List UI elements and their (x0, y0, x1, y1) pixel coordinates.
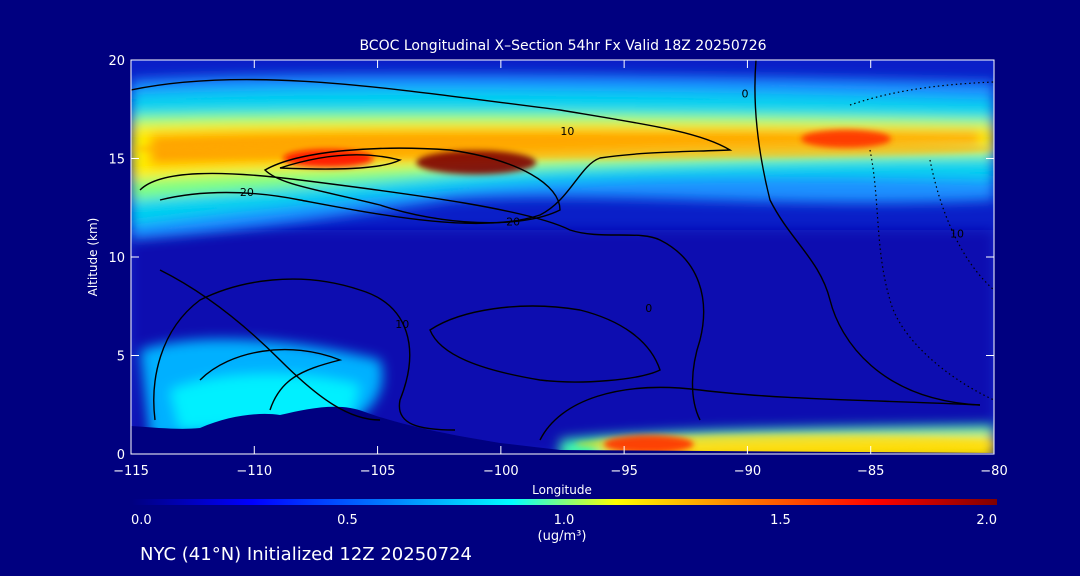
x-tick-label-0: −115 (113, 464, 149, 479)
concentration-maxima (131, 129, 994, 454)
footer-caption: NYC (41°N) Initialized 12Z 20250724 (140, 544, 472, 565)
contour-label-6: 10 (950, 227, 964, 240)
colorbar-tick-label-3: 1.5 (770, 513, 791, 528)
x-tick-label-4: −95 (610, 464, 637, 479)
colorbar-tick-label-0: 0.0 (131, 513, 152, 528)
chart-title: BCOC Longitudinal X–Section 54hr Fx Vali… (359, 38, 766, 54)
y-axis-label: Altitude (km) (86, 218, 100, 297)
colorbar-units: (ug/m³) (538, 529, 587, 544)
concentration-feature-1 (416, 150, 537, 175)
contour-label-3: 0 (741, 87, 748, 100)
contour-label-0: 10 (560, 125, 574, 138)
concentration-feature-2 (283, 149, 374, 168)
x-tick-label-5: −90 (734, 464, 761, 479)
colorbar (131, 499, 997, 505)
x-axis: −115 −110 −105 −100 −95 −90 −85 −80 (113, 60, 1008, 479)
colorbar-tick-label-2: 1.0 (554, 513, 575, 528)
y-tick-label-3: 15 (108, 153, 125, 168)
y-tick-label-0: 0 (117, 448, 125, 463)
contour-lines (131, 60, 981, 441)
contour-labels: 10 20 20 0 10 0 10 (240, 87, 964, 330)
terrain (131, 406, 994, 454)
colorbar-tick-label-1: 0.5 (337, 513, 358, 528)
x-tick-label-2: −105 (360, 464, 396, 479)
x-tick-label-7: −80 (980, 464, 1007, 479)
y-tick-label-2: 10 (108, 251, 125, 266)
concentration-feature-5 (603, 435, 694, 454)
x-tick-label-3: −100 (483, 464, 519, 479)
y-tick-label-4: 20 (108, 54, 125, 69)
x-axis-label: Longitude (532, 483, 592, 497)
colorbar-ticks: 0.0 0.5 1.0 1.5 2.0 (131, 513, 997, 528)
x-tick-label-6: −85 (857, 464, 884, 479)
colorbar-tick-label-4: 2.0 (976, 513, 997, 528)
contour-label-4: 10 (395, 318, 409, 331)
y-axis: 0 5 10 15 20 (108, 54, 994, 463)
contour-label-2: 20 (506, 216, 520, 229)
x-tick-label-1: −110 (236, 464, 272, 479)
negative-contours (849, 81, 994, 401)
y-tick-label-1: 5 (117, 350, 125, 365)
contour-label-5: 0 (645, 302, 652, 315)
contour-label-1: 20 (240, 186, 254, 199)
concentration-feature-3 (801, 129, 892, 148)
